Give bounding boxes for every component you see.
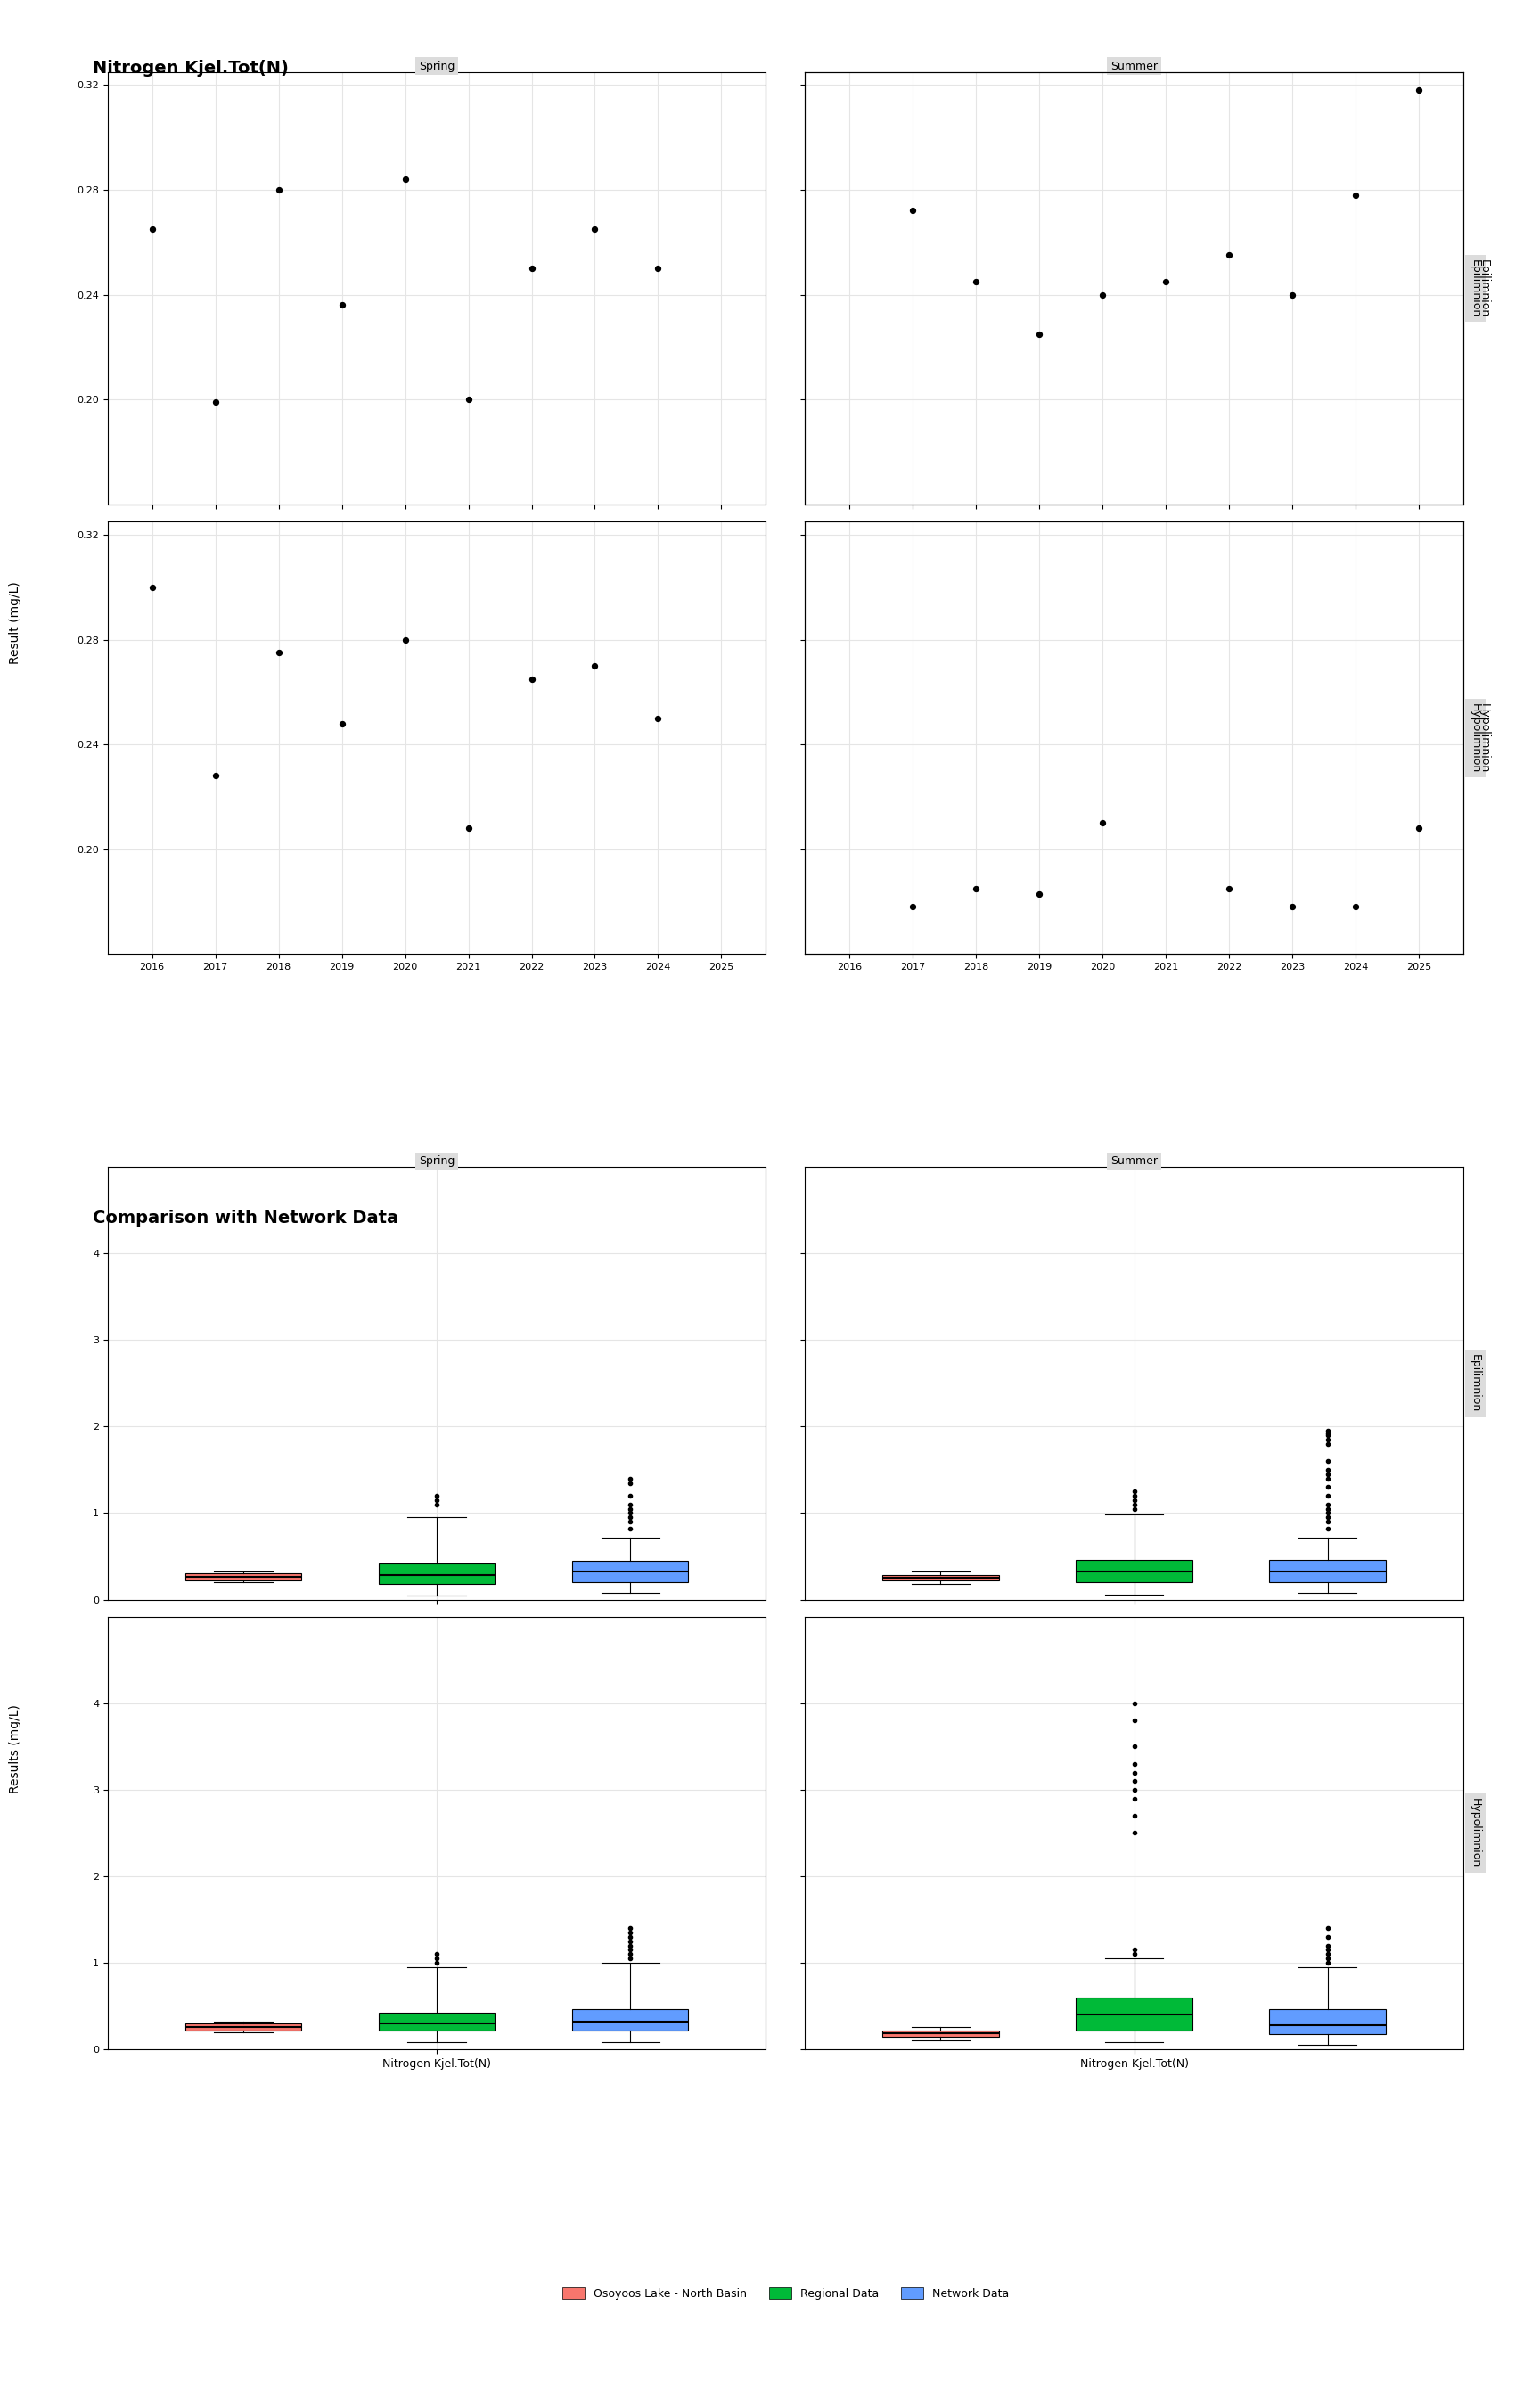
Text: Epilimnion: Epilimnion [1469, 1354, 1481, 1411]
Y-axis label: Hypolimnion: Hypolimnion [1478, 702, 1489, 774]
Point [1027, 875, 1052, 913]
Point [1406, 72, 1431, 110]
Title: Spring: Spring [419, 1155, 454, 1167]
Point [1153, 264, 1178, 302]
PathPatch shape [573, 2010, 688, 2029]
Point [330, 704, 354, 743]
Point [1217, 870, 1241, 908]
Title: Summer: Summer [1110, 1155, 1158, 1167]
Point [393, 621, 417, 659]
Text: Hypolimnion: Hypolimnion [1469, 1799, 1481, 1869]
Point [964, 264, 989, 302]
Text: Comparison with Network Data: Comparison with Network Data [92, 1210, 399, 1227]
Point [901, 192, 926, 230]
Y-axis label: Epilimnion: Epilimnion [1478, 259, 1489, 316]
PathPatch shape [1269, 2010, 1386, 2034]
Point [519, 659, 544, 697]
Point [519, 249, 544, 288]
PathPatch shape [185, 1574, 302, 1581]
PathPatch shape [1269, 1560, 1386, 1581]
Point [1343, 889, 1368, 927]
Point [140, 211, 165, 249]
PathPatch shape [1076, 1560, 1192, 1581]
Point [203, 757, 228, 795]
Text: Nitrogen Kjel.Tot(N): Nitrogen Kjel.Tot(N) [92, 60, 288, 77]
PathPatch shape [379, 2013, 494, 2029]
Legend: Osoyoos Lake - North Basin, Regional Data, Network Data: Osoyoos Lake - North Basin, Regional Dat… [557, 2283, 1013, 2305]
PathPatch shape [379, 1562, 494, 1584]
Text: Hypolimnion: Hypolimnion [1469, 702, 1481, 774]
Point [1090, 805, 1115, 843]
Text: Epilimnion: Epilimnion [1469, 259, 1481, 316]
PathPatch shape [882, 2029, 998, 2037]
Point [456, 810, 480, 848]
Point [266, 633, 291, 671]
Point [456, 381, 480, 419]
Point [645, 249, 670, 288]
Point [964, 870, 989, 908]
Point [582, 647, 607, 685]
Point [1090, 276, 1115, 314]
Point [330, 285, 354, 323]
Point [582, 211, 607, 249]
PathPatch shape [1076, 1998, 1192, 2029]
PathPatch shape [573, 1560, 688, 1581]
Text: Results (mg/L): Results (mg/L) [9, 1704, 22, 1795]
Title: Summer: Summer [1110, 60, 1158, 72]
Point [1217, 237, 1241, 276]
Point [901, 889, 926, 927]
Point [1280, 889, 1304, 927]
PathPatch shape [882, 1574, 998, 1581]
Point [1406, 810, 1431, 848]
Point [1027, 314, 1052, 352]
Point [140, 568, 165, 606]
PathPatch shape [185, 2022, 302, 2029]
Point [203, 383, 228, 422]
Point [266, 170, 291, 208]
Point [393, 161, 417, 199]
Text: Result (mg/L): Result (mg/L) [9, 582, 22, 664]
Point [645, 700, 670, 738]
Point [1280, 276, 1304, 314]
Title: Spring: Spring [419, 60, 454, 72]
Point [1343, 175, 1368, 213]
